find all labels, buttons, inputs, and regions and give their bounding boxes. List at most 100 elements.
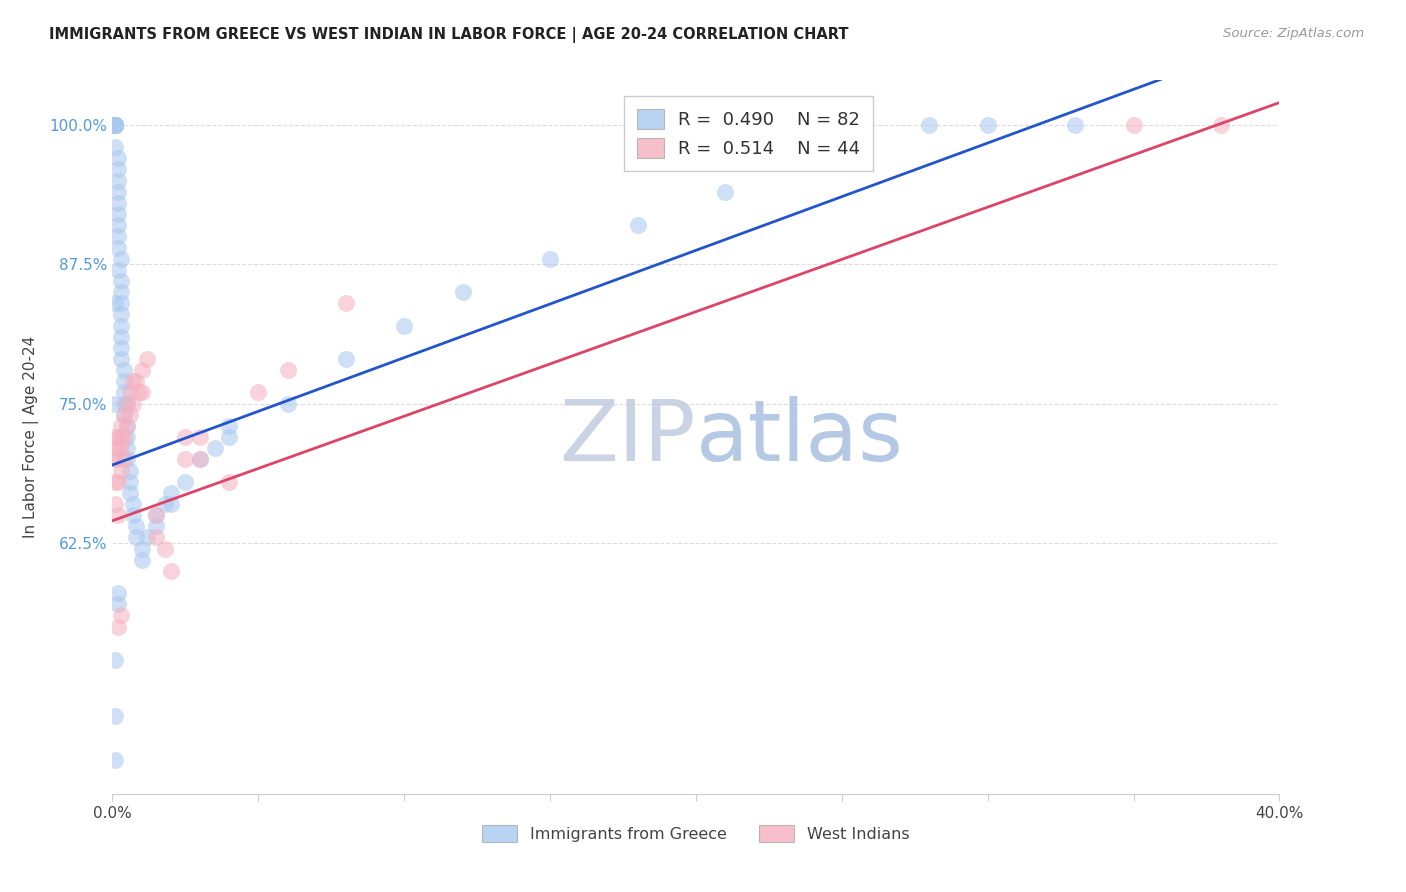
- Point: [145, 530, 167, 544]
- Point: [118, 408, 141, 422]
- Point: [104, 753, 127, 767]
- Point: [104, 430, 127, 444]
- Point: [247, 385, 270, 400]
- Point: [218, 475, 240, 489]
- Point: [104, 140, 127, 154]
- Y-axis label: In Labor Force | Age 20-24: In Labor Force | Age 20-24: [22, 336, 38, 538]
- Point: [218, 430, 240, 444]
- Point: [335, 351, 357, 366]
- Point: [107, 229, 129, 244]
- Text: ZIP: ZIP: [560, 395, 696, 479]
- Point: [110, 341, 132, 355]
- Point: [276, 396, 298, 410]
- Point: [115, 452, 138, 467]
- Point: [107, 263, 129, 277]
- Point: [104, 653, 127, 667]
- Point: [110, 464, 132, 478]
- Point: [104, 118, 127, 132]
- Point: [104, 497, 127, 511]
- Point: [174, 430, 197, 444]
- Point: [276, 363, 298, 377]
- Point: [1209, 118, 1232, 132]
- Point: [131, 552, 153, 567]
- Point: [122, 396, 145, 410]
- Point: [125, 519, 148, 533]
- Point: [115, 419, 138, 434]
- Point: [107, 619, 129, 633]
- Point: [110, 430, 132, 444]
- Point: [128, 385, 150, 400]
- Point: [112, 430, 135, 444]
- Point: [136, 530, 159, 544]
- Point: [131, 385, 153, 400]
- Text: Source: ZipAtlas.com: Source: ZipAtlas.com: [1223, 27, 1364, 40]
- Point: [110, 351, 132, 366]
- Point: [104, 118, 127, 132]
- Point: [112, 374, 135, 388]
- Point: [125, 530, 148, 544]
- Point: [174, 475, 197, 489]
- Point: [110, 274, 132, 288]
- Point: [160, 564, 183, 578]
- Point: [104, 442, 127, 455]
- Point: [110, 318, 132, 333]
- Point: [153, 497, 176, 511]
- Point: [104, 118, 127, 132]
- Point: [107, 185, 129, 199]
- Point: [110, 419, 132, 434]
- Point: [107, 218, 129, 232]
- Point: [110, 296, 132, 310]
- Point: [110, 608, 132, 623]
- Point: [218, 419, 240, 434]
- Point: [115, 396, 138, 410]
- Point: [118, 485, 141, 500]
- Point: [104, 475, 127, 489]
- Point: [107, 586, 129, 600]
- Point: [107, 195, 129, 210]
- Point: [174, 452, 197, 467]
- Point: [394, 318, 416, 333]
- Point: [115, 396, 138, 410]
- Point: [115, 442, 138, 455]
- Point: [104, 118, 127, 132]
- Point: [204, 442, 226, 455]
- Point: [107, 207, 129, 221]
- Point: [122, 497, 145, 511]
- Point: [976, 118, 998, 132]
- Point: [131, 363, 153, 377]
- Point: [107, 173, 129, 188]
- Point: [107, 452, 129, 467]
- Point: [104, 708, 127, 723]
- Point: [110, 442, 132, 455]
- Point: [110, 329, 132, 343]
- Point: [122, 508, 145, 523]
- Point: [451, 285, 474, 300]
- Point: [118, 385, 141, 400]
- Point: [188, 452, 211, 467]
- Point: [104, 118, 127, 132]
- Point: [112, 408, 135, 422]
- Point: [112, 385, 135, 400]
- Point: [125, 374, 148, 388]
- Point: [104, 118, 127, 132]
- Point: [160, 485, 183, 500]
- Point: [145, 508, 167, 523]
- Point: [112, 396, 135, 410]
- Point: [160, 497, 183, 511]
- Text: IMMIGRANTS FROM GREECE VS WEST INDIAN IN LABOR FORCE | AGE 20-24 CORRELATION CHA: IMMIGRANTS FROM GREECE VS WEST INDIAN IN…: [49, 27, 849, 43]
- Point: [714, 185, 737, 199]
- Point: [107, 152, 129, 166]
- Point: [131, 541, 153, 556]
- Text: atlas: atlas: [696, 395, 904, 479]
- Point: [107, 240, 129, 255]
- Point: [104, 118, 127, 132]
- Point: [918, 118, 941, 132]
- Point: [118, 464, 141, 478]
- Point: [107, 598, 129, 612]
- Point: [104, 296, 127, 310]
- Point: [136, 351, 159, 366]
- Point: [107, 442, 129, 455]
- Point: [107, 430, 129, 444]
- Point: [112, 452, 135, 467]
- Point: [145, 519, 167, 533]
